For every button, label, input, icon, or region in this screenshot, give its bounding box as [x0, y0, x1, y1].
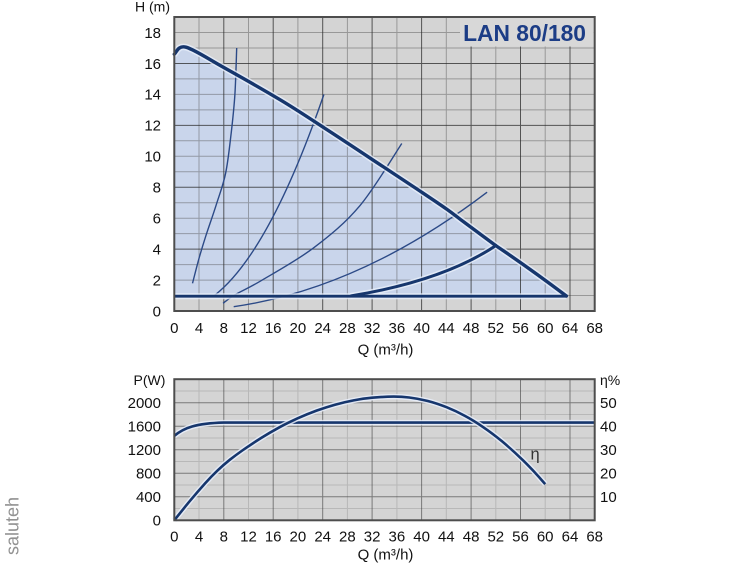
svg-text:68: 68 — [586, 320, 603, 337]
svg-text:16: 16 — [265, 320, 282, 337]
svg-text:0: 0 — [170, 529, 178, 546]
svg-text:400: 400 — [136, 489, 161, 506]
svg-text:20: 20 — [600, 466, 617, 483]
svg-text:10: 10 — [600, 489, 617, 506]
svg-text:64: 64 — [562, 529, 579, 546]
svg-text:16: 16 — [144, 56, 161, 73]
svg-text:56: 56 — [512, 529, 529, 546]
svg-text:12: 12 — [240, 529, 257, 546]
svg-text:saluteh: saluteh — [3, 497, 23, 555]
svg-text:32: 32 — [364, 529, 381, 546]
svg-text:0: 0 — [153, 513, 161, 530]
svg-text:50: 50 — [600, 395, 617, 412]
svg-text:8: 8 — [153, 180, 161, 197]
svg-text:44: 44 — [438, 320, 455, 337]
svg-text:0: 0 — [153, 303, 161, 320]
svg-text:52: 52 — [487, 320, 504, 337]
svg-text:40: 40 — [600, 419, 617, 436]
svg-text:60: 60 — [537, 320, 554, 337]
svg-text:48: 48 — [463, 529, 480, 546]
svg-text:30: 30 — [600, 442, 617, 459]
svg-text:40: 40 — [413, 529, 430, 546]
svg-text:10: 10 — [144, 149, 161, 166]
svg-text:4: 4 — [195, 529, 203, 546]
svg-text:20: 20 — [290, 320, 307, 337]
svg-text:Q (m³/h): Q (m³/h) — [358, 547, 414, 564]
svg-text:28: 28 — [339, 529, 356, 546]
svg-text:68: 68 — [586, 529, 603, 546]
svg-text:800: 800 — [136, 466, 161, 483]
svg-text:6: 6 — [153, 211, 161, 228]
svg-text:24: 24 — [314, 320, 331, 337]
svg-text:28: 28 — [339, 320, 356, 337]
svg-text:2000: 2000 — [128, 395, 161, 412]
svg-text:64: 64 — [562, 320, 579, 337]
svg-text:52: 52 — [487, 529, 504, 546]
svg-text:P(W): P(W) — [134, 372, 166, 388]
svg-text:8: 8 — [220, 320, 228, 337]
svg-text:4: 4 — [195, 320, 203, 337]
svg-text:18: 18 — [144, 25, 161, 42]
svg-text:1200: 1200 — [128, 442, 161, 459]
svg-text:1600: 1600 — [128, 419, 161, 436]
svg-text:48: 48 — [463, 320, 480, 337]
svg-text:16: 16 — [265, 529, 282, 546]
svg-text:36: 36 — [389, 320, 406, 337]
svg-text:0: 0 — [170, 320, 178, 337]
svg-text:8: 8 — [220, 529, 228, 546]
svg-text:Q (m³/h): Q (m³/h) — [358, 342, 414, 359]
svg-text:η%: η% — [600, 372, 620, 388]
svg-text:24: 24 — [314, 529, 331, 546]
svg-text:60: 60 — [537, 529, 554, 546]
svg-text:12: 12 — [240, 320, 257, 337]
svg-text:H (m): H (m) — [135, 0, 170, 15]
svg-text:η: η — [531, 446, 540, 464]
svg-text:20: 20 — [290, 529, 307, 546]
svg-text:2: 2 — [153, 272, 161, 289]
svg-text:32: 32 — [364, 320, 381, 337]
svg-text:56: 56 — [512, 320, 529, 337]
svg-text:44: 44 — [438, 529, 455, 546]
svg-text:4: 4 — [153, 241, 161, 258]
svg-text:36: 36 — [389, 529, 406, 546]
svg-text:12: 12 — [144, 118, 161, 135]
svg-text:14: 14 — [144, 87, 161, 104]
svg-text:LAN 80/180: LAN 80/180 — [463, 20, 586, 46]
svg-text:40: 40 — [413, 320, 430, 337]
